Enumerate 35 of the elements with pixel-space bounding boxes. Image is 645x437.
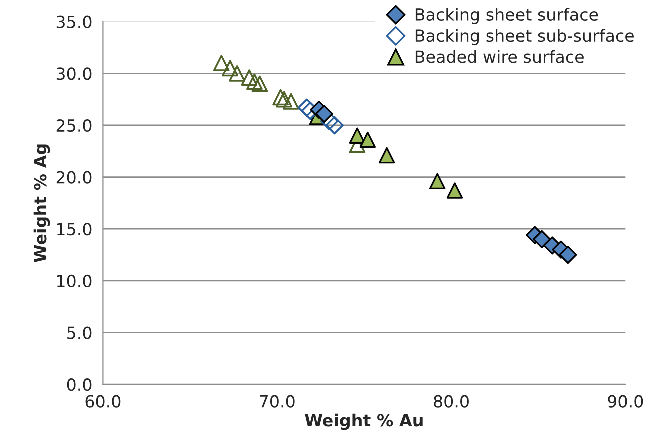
point	[222, 60, 239, 77]
y-tick-label: 0.0	[67, 378, 92, 392]
x-tick-label: 60.0	[86, 395, 121, 408]
legend-label: Backing sheet surface	[416, 8, 598, 24]
legend-label: Backing sheet sub-surface	[416, 29, 634, 46]
y-tick-label: 5.0	[68, 326, 92, 340]
y-tick-label: 20.0	[56, 171, 92, 184]
point	[360, 132, 376, 148]
point	[229, 65, 246, 82]
point	[349, 128, 366, 144]
y-tick-label: 15.0	[58, 223, 92, 236]
y-tick-label: 10.0	[58, 274, 92, 288]
point	[246, 74, 263, 90]
point	[276, 91, 293, 108]
point	[446, 182, 464, 199]
x-tick-label: 90.0	[608, 395, 644, 408]
point	[241, 70, 258, 86]
x-tick-label: 70.0	[260, 395, 295, 408]
point	[272, 89, 290, 106]
legend-label: Beaded wire surface	[416, 50, 584, 64]
point	[213, 55, 230, 72]
point	[533, 230, 552, 249]
point	[378, 147, 396, 164]
y-tick-label: 25.0	[56, 119, 92, 132]
x-axis-title: Weight % Au	[305, 414, 423, 430]
point	[252, 76, 268, 92]
point	[326, 116, 344, 135]
y-tick-label: 30.0	[56, 68, 92, 80]
point	[559, 246, 578, 264]
point	[315, 105, 334, 124]
point	[429, 173, 446, 190]
point	[283, 93, 300, 110]
x-tick-label: 80.0	[434, 395, 469, 408]
y-axis-title: Weight % Ag	[34, 144, 50, 263]
y-tick-label: 35.0	[56, 16, 92, 28]
